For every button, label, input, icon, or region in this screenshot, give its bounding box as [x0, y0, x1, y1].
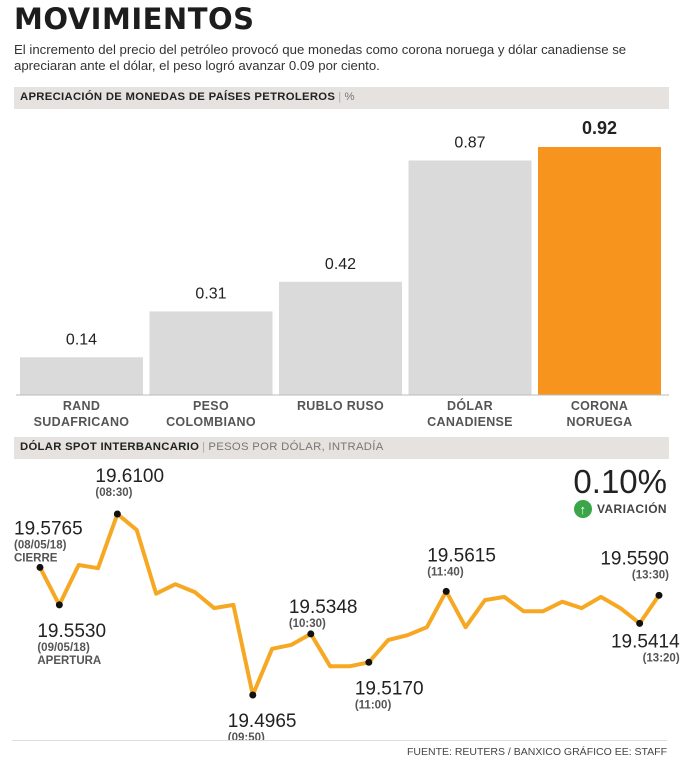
bar-category-label: COLOMBIANO	[166, 415, 256, 429]
data-point-marker	[655, 591, 663, 599]
bar-category-label: RUBLO RUSO	[297, 399, 384, 413]
point-time-label: (09:50)	[228, 732, 265, 740]
bar	[20, 357, 143, 395]
line-section-header: DÓLAR SPOT INTERBANCARIO | PESOS POR DÓLAR…	[14, 437, 669, 459]
point-note-label: CIERRE	[14, 552, 58, 564]
data-point-marker	[307, 630, 315, 638]
point-value-label: 19.5530	[37, 621, 106, 642]
point-time-label: (08:30)	[95, 487, 132, 499]
point-time-label: (09/05/18)	[37, 642, 90, 654]
bar-value-label: 0.14	[66, 331, 97, 348]
bar-section-header: APRECIACIÓN DE MONEDAS DE PAÍSES PETROLE…	[14, 87, 669, 109]
appreciation-bar-chart: 0.14 RAND SUDAFRICANO 0.31 PESO COLOMBIANO 0.4…	[16, 118, 669, 429]
data-point-marker	[36, 563, 44, 571]
data-point-marker	[113, 510, 121, 518]
point-note-label: APERTURA	[37, 655, 101, 667]
point-value-label: 19.5170	[355, 678, 424, 699]
source-footer: FUENTE: REUTERS / BANXICO GRÁFICO EE: ST…	[12, 740, 667, 762]
bar-category-label: NORUEGA	[567, 415, 633, 429]
bar	[408, 160, 532, 395]
bar-category-label: RAND	[63, 399, 100, 413]
point-value-label: 19.5590	[600, 548, 669, 569]
point-value-label: 19.5414	[611, 631, 680, 652]
bar-section-unit: %	[344, 91, 355, 103]
bar-category-label: PESO	[193, 399, 229, 413]
point-time-label: (11:00)	[355, 699, 392, 711]
bar-category-label: CANADIENSE	[427, 415, 513, 429]
bar	[279, 281, 402, 395]
line-section-unit: PESOS POR DÓLAR, INTRADÍA	[208, 441, 384, 453]
bar-value-label: 0.31	[195, 285, 226, 302]
point-time-label: (10:30)	[289, 618, 326, 630]
line-section-label: DÓLAR SPOT INTERBANCARIO	[20, 441, 200, 453]
data-point-marker	[442, 587, 450, 595]
arrow-up-circle-icon: ↑	[573, 500, 592, 518]
variation-indicator: ↑ VARIACIÓN	[573, 499, 667, 519]
point-value-label: 19.6100	[95, 466, 164, 487]
data-point-marker	[636, 619, 644, 627]
bar-section-label: APRECIACIÓN DE MONEDAS DE PAÍSES PETROLE…	[20, 91, 336, 103]
variation-label: VARIACIÓN	[596, 502, 667, 516]
data-point-marker	[365, 658, 373, 666]
point-value-label: 19.5615	[427, 545, 496, 566]
page-title: MOVIMIENTOS	[14, 2, 255, 36]
point-value-label: 19.4965	[228, 711, 297, 732]
point-time-label: (11:40)	[427, 566, 464, 578]
point-time-label: (13:20)	[643, 652, 680, 664]
bar-category-label: CORONA	[571, 399, 628, 413]
bar-category-label: SUDAFRICANO	[34, 415, 130, 429]
point-time-label: (13:30)	[632, 569, 669, 581]
bar-value-label: 0.87	[454, 134, 485, 151]
bar-value-label: 0.92	[582, 118, 617, 138]
spot-line-chart: 19.5765(08/05/18)CIERRE 19.5530(09/05/18)…	[14, 466, 680, 740]
point-value-label: 19.5765	[14, 518, 83, 539]
bar-category-label: DÓLAR	[447, 398, 493, 413]
bar	[149, 311, 273, 395]
bar-value-label: 0.42	[325, 256, 356, 273]
point-time-label: (08/05/18)	[14, 539, 67, 551]
page-subtitle: El incremento del precio del petróleo pr…	[14, 42, 627, 73]
bar	[538, 147, 661, 395]
spot-line	[38, 512, 661, 697]
point-value-label: 19.5348	[289, 597, 358, 618]
variation-value: 0.10%	[573, 463, 667, 500]
data-point-marker	[249, 691, 257, 699]
data-point-marker	[55, 601, 63, 609]
